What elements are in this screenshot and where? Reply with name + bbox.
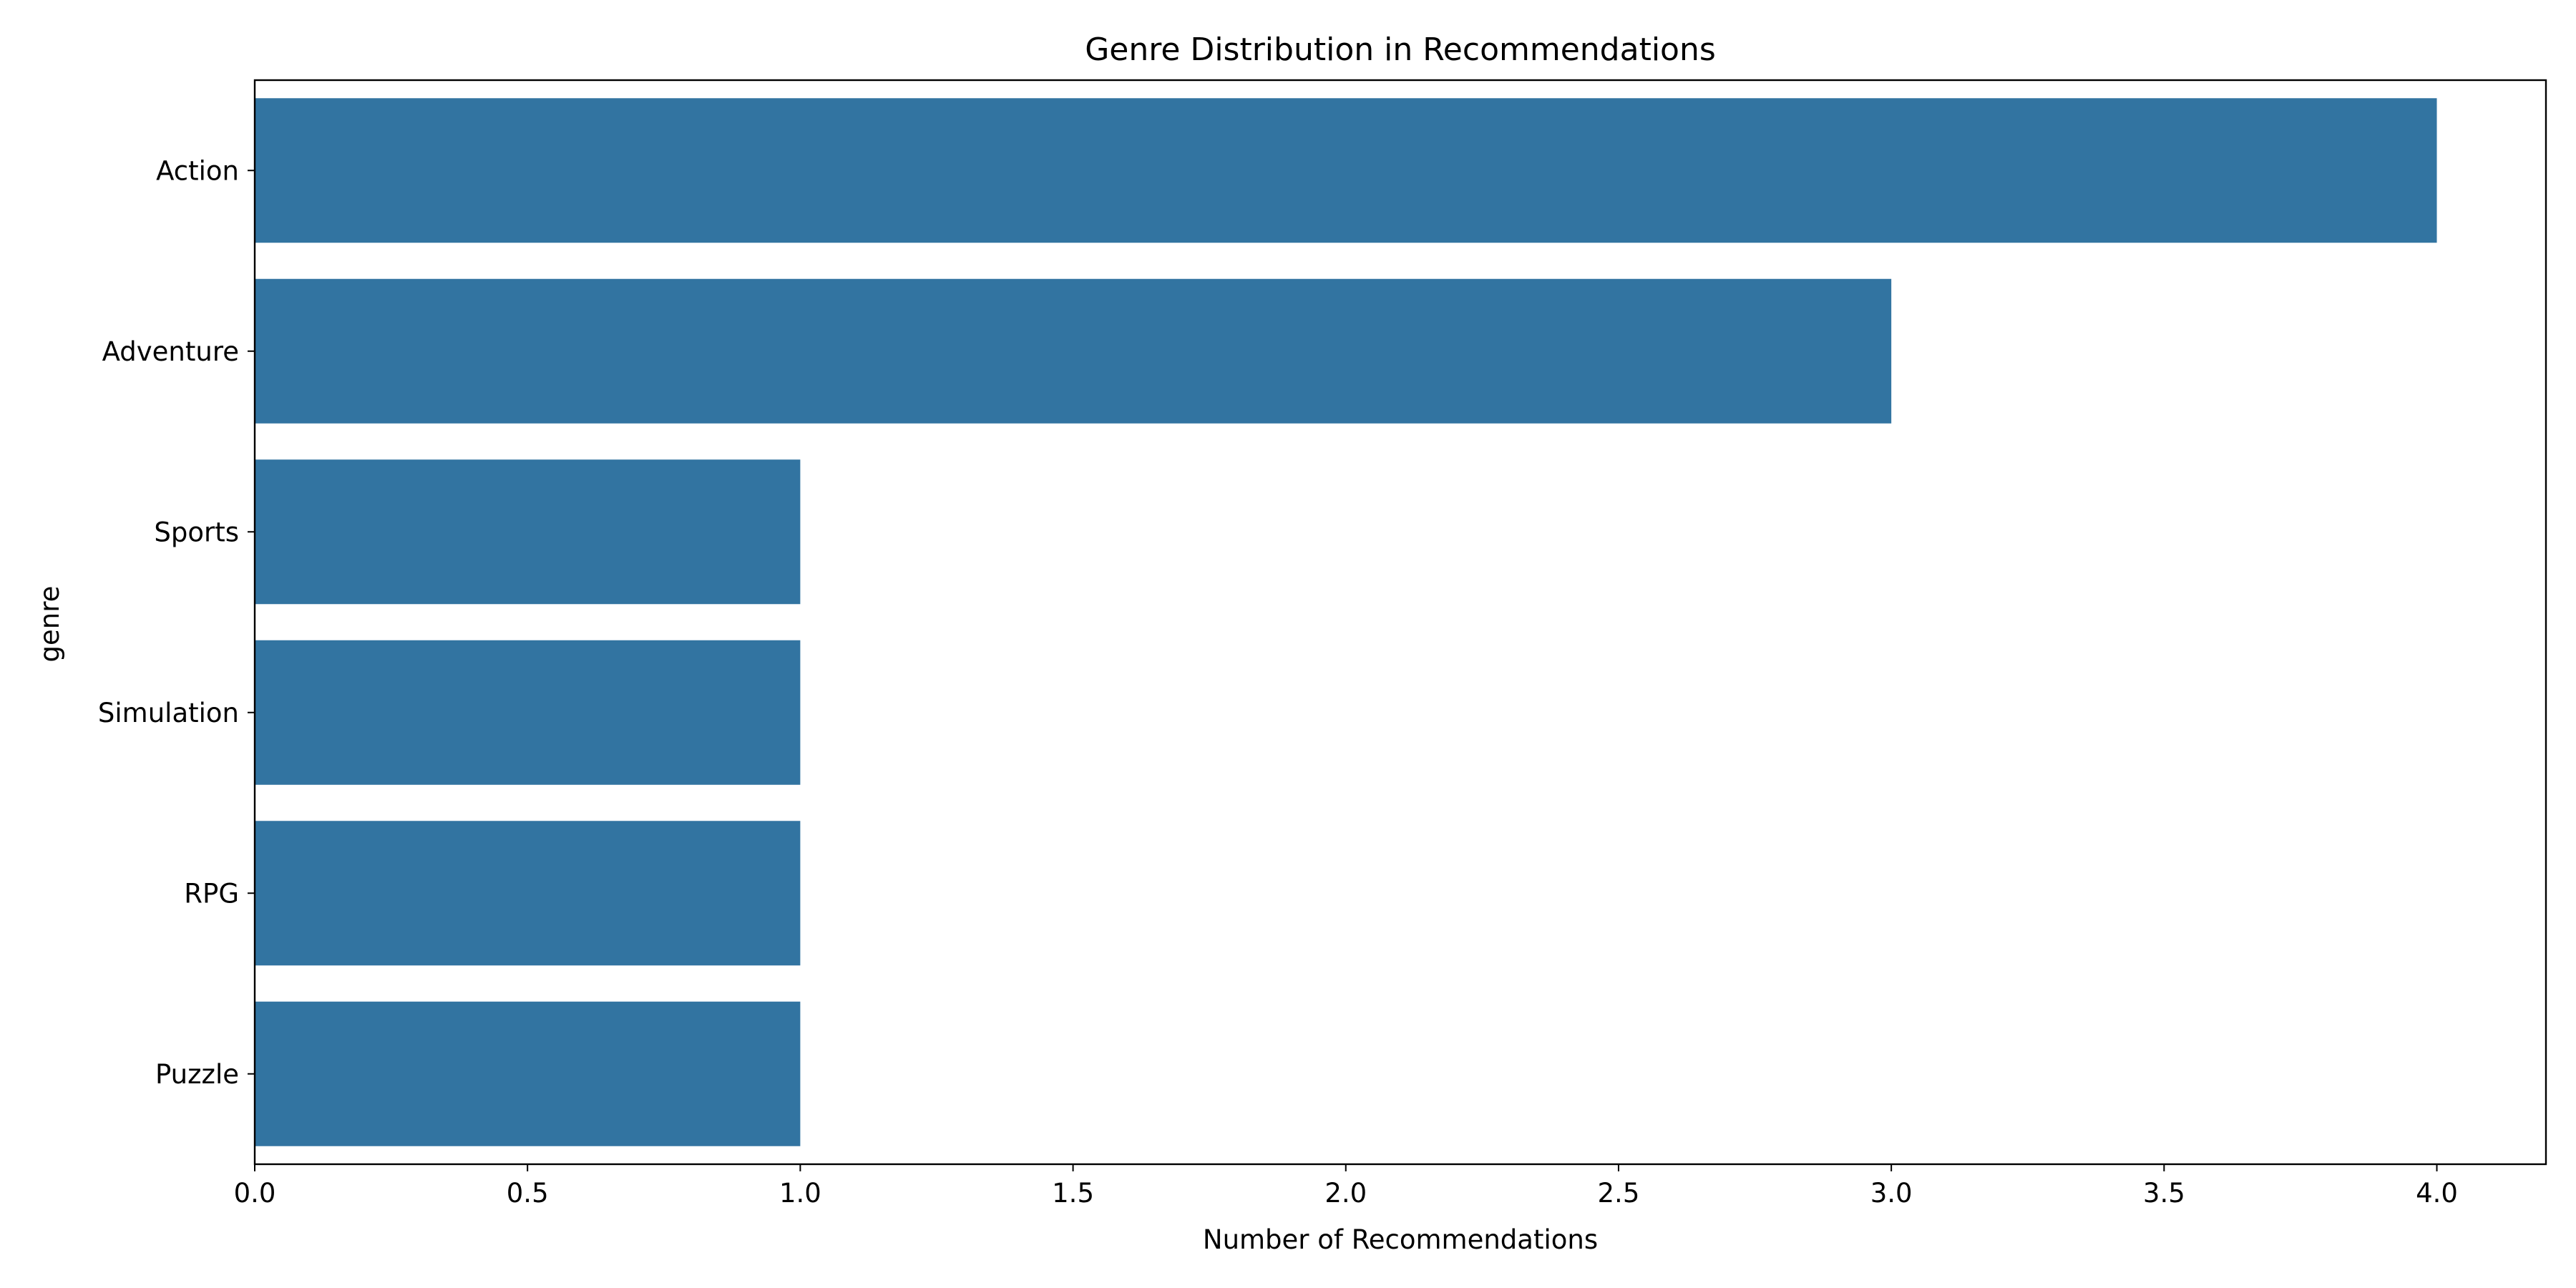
- bar-sports: [255, 459, 801, 605]
- bar-rpg: [255, 821, 801, 966]
- y-tick-label: Adventure: [102, 336, 239, 367]
- x-tick-label: 2.5: [1598, 1178, 1640, 1209]
- y-tick-label: Action: [156, 155, 239, 186]
- x-tick-label: 3.5: [2143, 1178, 2185, 1209]
- bar-adventure: [255, 278, 1892, 424]
- x-tick-label: 0.5: [507, 1178, 549, 1209]
- x-tick-label: 4.0: [2416, 1178, 2458, 1209]
- y-axis-title: genre: [34, 586, 65, 663]
- chart-title: Genre Distribution in Recommendations: [1085, 31, 1716, 68]
- y-tick-label: RPG: [184, 878, 239, 909]
- bar-puzzle: [255, 1001, 801, 1146]
- y-tick-label: Simulation: [98, 698, 239, 728]
- x-tick-label: 1.5: [1052, 1178, 1094, 1209]
- x-tick-label: 1.0: [779, 1178, 821, 1209]
- axes-layer: Action Adventure Sports Simulation RPG Puzzle…: [98, 79, 2547, 1209]
- x-tick-label: 2.0: [1324, 1178, 1367, 1209]
- x-tick-label: 0.0: [234, 1178, 276, 1209]
- bars-layer: [255, 98, 2437, 1146]
- plot-frame: [253, 79, 2547, 1166]
- y-tick-label: Sports: [154, 517, 239, 547]
- x-tick-label: 3.0: [1870, 1178, 1913, 1209]
- x-axis-title: Number of Recommendations: [1203, 1224, 1598, 1255]
- y-tick-label: Puzzle: [155, 1059, 239, 1090]
- bar-action: [255, 98, 2437, 243]
- bar-simulation: [255, 640, 801, 785]
